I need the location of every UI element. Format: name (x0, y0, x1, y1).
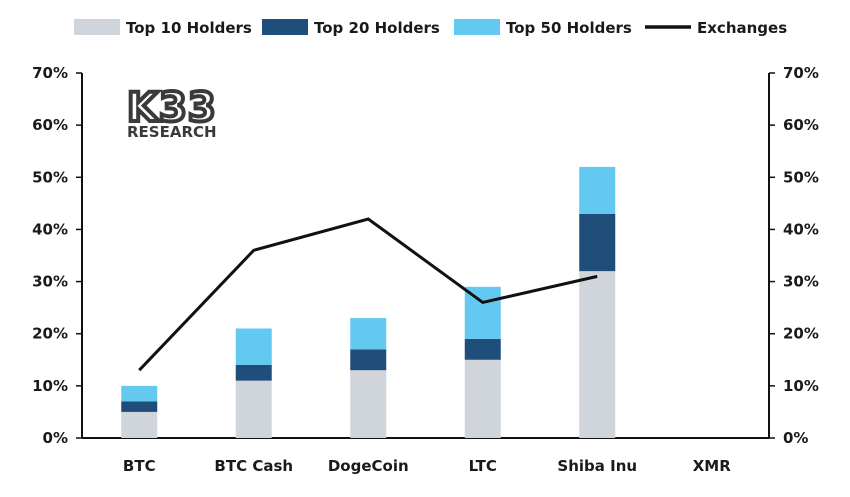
category-label: BTC (123, 457, 156, 475)
bar-segment (579, 271, 616, 438)
legend-swatch (454, 19, 500, 35)
legend-label: Exchanges (697, 19, 787, 37)
bar-segment (464, 338, 501, 360)
exchanges-line-path (138, 217, 598, 372)
bar-segment (464, 359, 501, 438)
bar-segment (350, 370, 387, 438)
right-tick-label: 70% (783, 64, 819, 82)
legend: Top 10 Holders Top 20 Holders Top 50 Holde… (74, 19, 787, 37)
category-label: LTC (469, 457, 497, 475)
bar-segment (579, 166, 616, 214)
category-label: Shiba Inu (557, 457, 637, 475)
legend-label: Top 20 Holders (314, 19, 440, 37)
right-tick-label: 60% (783, 116, 819, 134)
bar-segment (121, 401, 158, 412)
logo-sub-text: RESEARCH (127, 123, 217, 141)
category-label: DogeCoin (328, 457, 409, 475)
right-tick-label: 0% (783, 429, 808, 447)
bar-segment (235, 365, 272, 381)
left-tick-label: 0% (43, 429, 68, 447)
bar-segment (235, 328, 272, 365)
bar-segment (235, 380, 272, 438)
legend-swatch (262, 19, 308, 35)
bars (121, 166, 616, 438)
right-tick-label: 40% (783, 220, 819, 238)
category-labels: BTC BTC Cash DogeCoin LTC Shiba Inu XMR (123, 457, 731, 475)
right-tick-label: 50% (783, 168, 819, 186)
bar-segment (121, 411, 158, 438)
left-tick-label: 40% (32, 220, 68, 238)
exchanges-line (138, 217, 598, 372)
right-tick-label: 20% (783, 325, 819, 343)
category-label: BTC Cash (214, 457, 293, 475)
legend-label: Top 50 Holders (506, 19, 632, 37)
bar-segment (350, 349, 387, 371)
bar-segment (350, 318, 387, 350)
left-tick-label: 20% (32, 325, 68, 343)
category-label: XMR (693, 457, 731, 475)
bar-segment (579, 213, 616, 272)
bar-segment (121, 385, 158, 402)
left-tick-label: 70% (32, 64, 68, 82)
left-tick-label: 50% (32, 168, 68, 186)
k33-research-logo: K33 RESEARCH (125, 83, 218, 141)
left-tick-label: 30% (32, 273, 68, 291)
legend-label: Top 10 Holders (126, 19, 252, 37)
left-tick-label: 10% (32, 377, 68, 395)
right-tick-label: 10% (783, 377, 819, 395)
logo-main-text: K33 (127, 85, 217, 131)
left-tick-label: 60% (32, 116, 68, 134)
right-tick-label: 30% (783, 273, 819, 291)
legend-swatch (74, 19, 120, 35)
axes: 0% 10% 20% 30% 40% 50% 60% 70% 0% 10% 20% 30% 40% 50%… (32, 64, 819, 447)
